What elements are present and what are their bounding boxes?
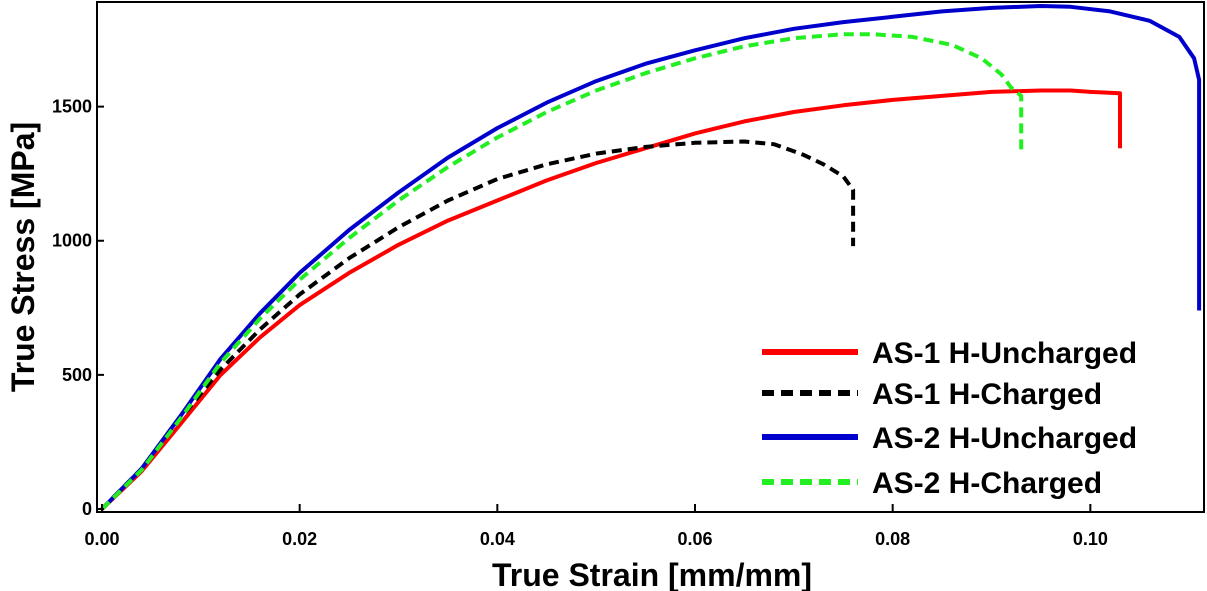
legend-label-4: AS-2 H-Charged — [872, 467, 1102, 500]
y-tick-label: 1500 — [52, 97, 92, 117]
series-layer — [100, 4, 1202, 511]
series-line-4 — [100, 32, 1024, 511]
x-tick-label: 0.04 — [480, 529, 515, 549]
y-axis-title: True Stress [MPa] — [5, 122, 41, 392]
x-axis-ticks: 0.00 0.02 0.04 0.06 0.08 0.10 — [84, 504, 1108, 549]
x-tick-label: 0.10 — [1073, 529, 1108, 549]
plot-frame — [96, 1, 1205, 513]
legend-label-3: AS-2 H-Uncharged — [872, 422, 1137, 455]
series-line-2 — [100, 139, 856, 511]
legend: AS-1 H-Uncharged AS-1 H-Charged AS-2 H-Unc… — [762, 337, 1137, 500]
x-tick-label: 0.02 — [282, 529, 317, 549]
legend-label-1: AS-1 H-Uncharged — [872, 337, 1137, 370]
y-tick-label: 1000 — [52, 231, 92, 251]
y-tick-label: 0 — [82, 499, 92, 519]
x-tick-label: 0.06 — [677, 529, 712, 549]
x-tick-label: 0.08 — [875, 529, 910, 549]
x-tick-label: 0.00 — [84, 529, 119, 549]
series-line-3 — [100, 4, 1202, 511]
y-tick-label: 500 — [62, 365, 92, 385]
x-axis-title: True Strain [mm/mm] — [492, 557, 812, 591]
legend-label-2: AS-1 H-Charged — [872, 378, 1102, 411]
y-axis-ticks: 0 500 1000 1500 — [52, 97, 104, 519]
